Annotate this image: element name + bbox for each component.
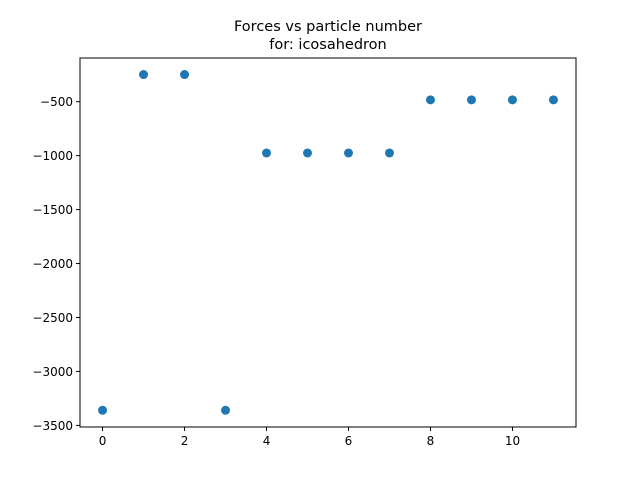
data-point: [384, 148, 394, 158]
y-tick-label: −1500: [32, 203, 73, 217]
chart-title: Forces vs particle number: [234, 19, 422, 35]
data-point: [344, 148, 353, 158]
chart-subtitle: for: icosahedron: [269, 37, 387, 53]
data-point: [303, 148, 312, 158]
data-point: [221, 405, 231, 415]
x-tick-label: 8: [427, 434, 435, 448]
data-point: [548, 95, 558, 105]
y-tick-label: −2500: [32, 311, 73, 325]
y-tick-label: −1000: [32, 149, 73, 163]
x-tick-label: 4: [263, 434, 271, 448]
data-point: [262, 148, 272, 158]
y-tick-label: −3000: [32, 365, 73, 379]
data-point: [98, 405, 108, 415]
axes-frame: [79, 57, 577, 428]
x-tick-label: 6: [345, 434, 353, 448]
data-point: [180, 70, 190, 80]
data-point: [466, 95, 476, 105]
data-point: [507, 95, 517, 105]
x-tick-label: 10: [505, 434, 520, 448]
y-tick-label: −3500: [32, 419, 73, 433]
x-tick-label: 2: [181, 434, 189, 448]
y-tick-label: −2000: [32, 257, 73, 271]
x-tick-label: 0: [99, 434, 107, 448]
data-point: [139, 70, 149, 80]
plot-area: 0 2 4 6 8 10 −3500 −3000 −2500 −2000 −1500 −1000 −50…: [32, 57, 577, 448]
data-point: [425, 95, 435, 105]
y-tick-label: −500: [40, 95, 73, 109]
